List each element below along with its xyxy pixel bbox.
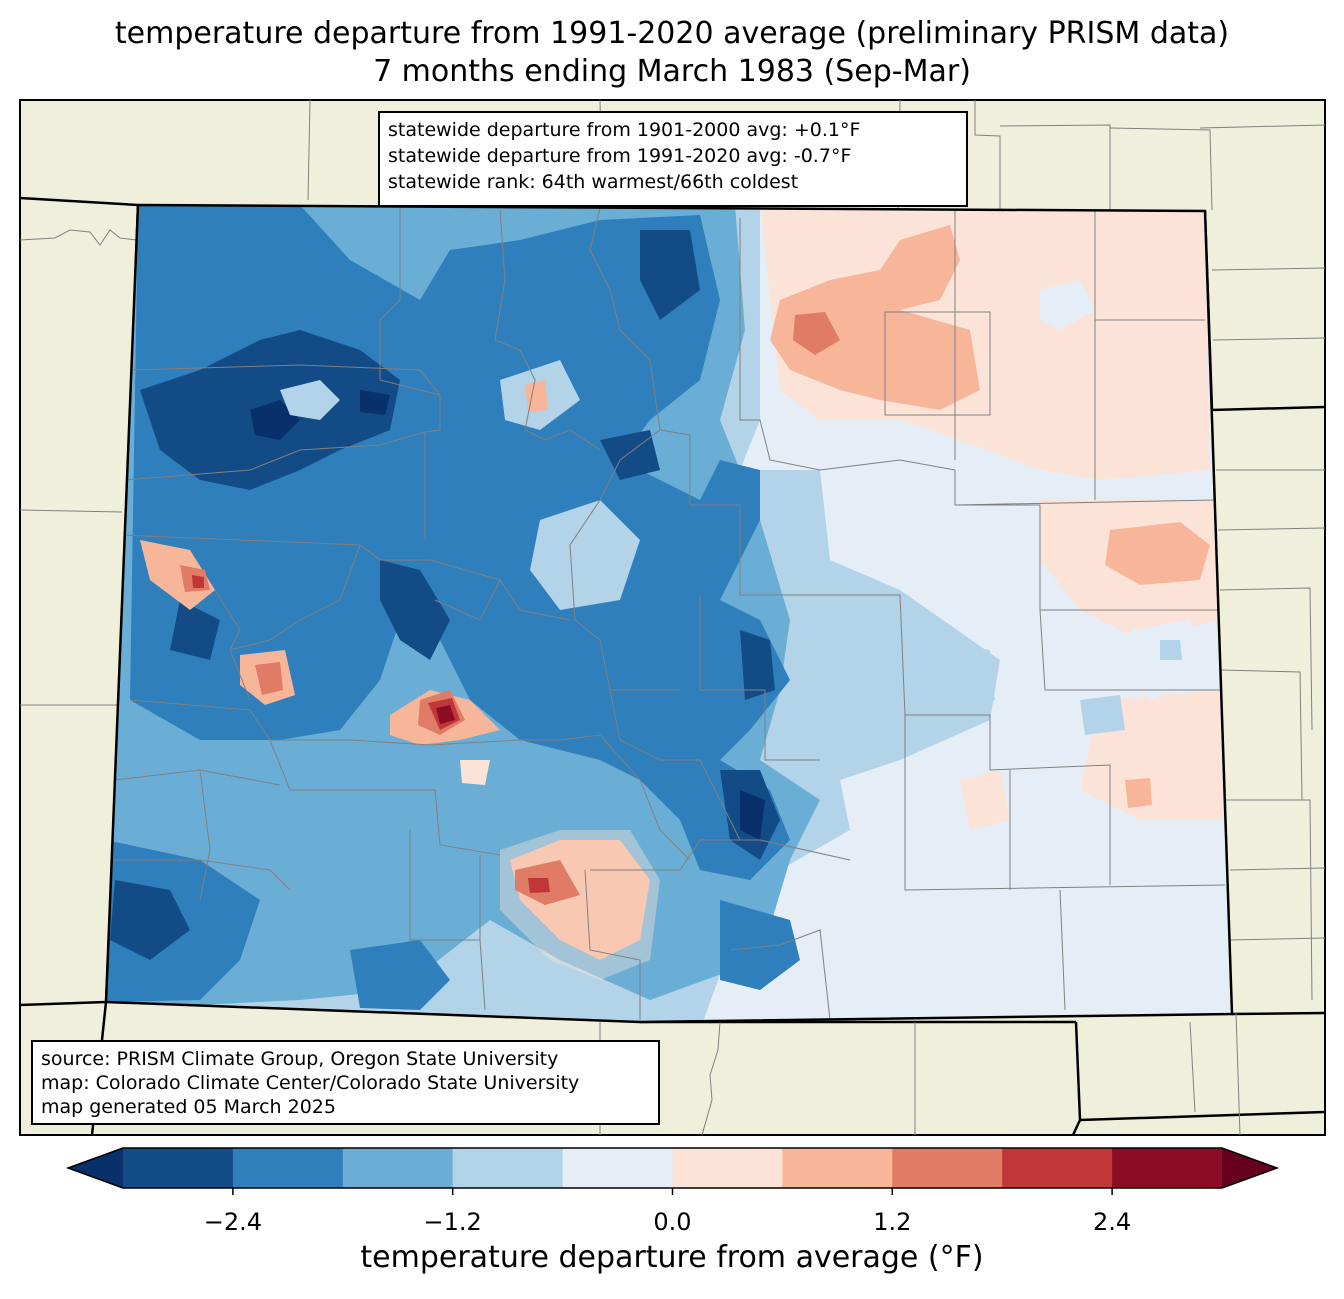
statewide-stats-box: statewide departure from 1901-2000 avg: … xyxy=(378,111,968,207)
colorbar-bin xyxy=(1112,1148,1223,1188)
colorbar-bin xyxy=(452,1148,564,1188)
stats-line-1900-avg: statewide departure from 1901-2000 avg: … xyxy=(388,119,861,141)
colorbar-extend-high xyxy=(1222,1148,1277,1188)
colorbar xyxy=(65,1147,1280,1195)
map-title-line2: 7 months ending March 1983 (Sep-Mar) xyxy=(373,54,971,89)
source-line-map: map: Colorado Climate Center/Colorado St… xyxy=(41,1072,580,1094)
colorbar-tick-label: 0.0 xyxy=(653,1208,692,1236)
colorbar-outline xyxy=(65,1147,1280,1189)
colorbar-bin xyxy=(1002,1148,1113,1188)
colorbar-tick-label: 2.4 xyxy=(1093,1208,1132,1236)
colorbar-bin xyxy=(342,1148,454,1188)
state-border-ok-s xyxy=(20,1000,1325,1135)
county-boundaries xyxy=(110,207,1226,1021)
colorbar-tick-label: 1.2 xyxy=(873,1208,912,1236)
colorbar-tick-label: −2.4 xyxy=(203,1208,263,1236)
colorbar-tick-label: −1.2 xyxy=(423,1208,482,1236)
map-title-line1: temperature departure from 1991-2020 ave… xyxy=(114,16,1230,51)
stats-line-1991-avg: statewide departure from 1991-2020 avg: … xyxy=(388,145,852,167)
source-box: source: PRISM Climate Group, Oregon Stat… xyxy=(31,1040,660,1125)
colorbar-bin xyxy=(232,1148,344,1188)
field-east-positive xyxy=(770,225,980,410)
colorbar-extend-low xyxy=(68,1148,123,1188)
colorado-state-border xyxy=(104,203,1234,1024)
state-border-wy-n xyxy=(20,196,139,207)
colorbar-bin xyxy=(782,1148,893,1188)
colorbar-label: temperature departure from average (°F) xyxy=(360,1240,984,1275)
colorbar-bin xyxy=(672,1148,783,1188)
colorbar-bin xyxy=(562,1148,673,1188)
temperature-departure-field xyxy=(106,205,1232,1022)
source-line-prism: source: PRISM Climate Group, Oregon Stat… xyxy=(41,1048,559,1070)
source-line-generated: map generated 05 March 2025 xyxy=(41,1096,336,1118)
stats-line-rank: statewide rank: 64th warmest/66th coldes… xyxy=(388,171,799,193)
colorbar-bin xyxy=(892,1148,1003,1188)
colorbar-bin xyxy=(123,1148,234,1188)
